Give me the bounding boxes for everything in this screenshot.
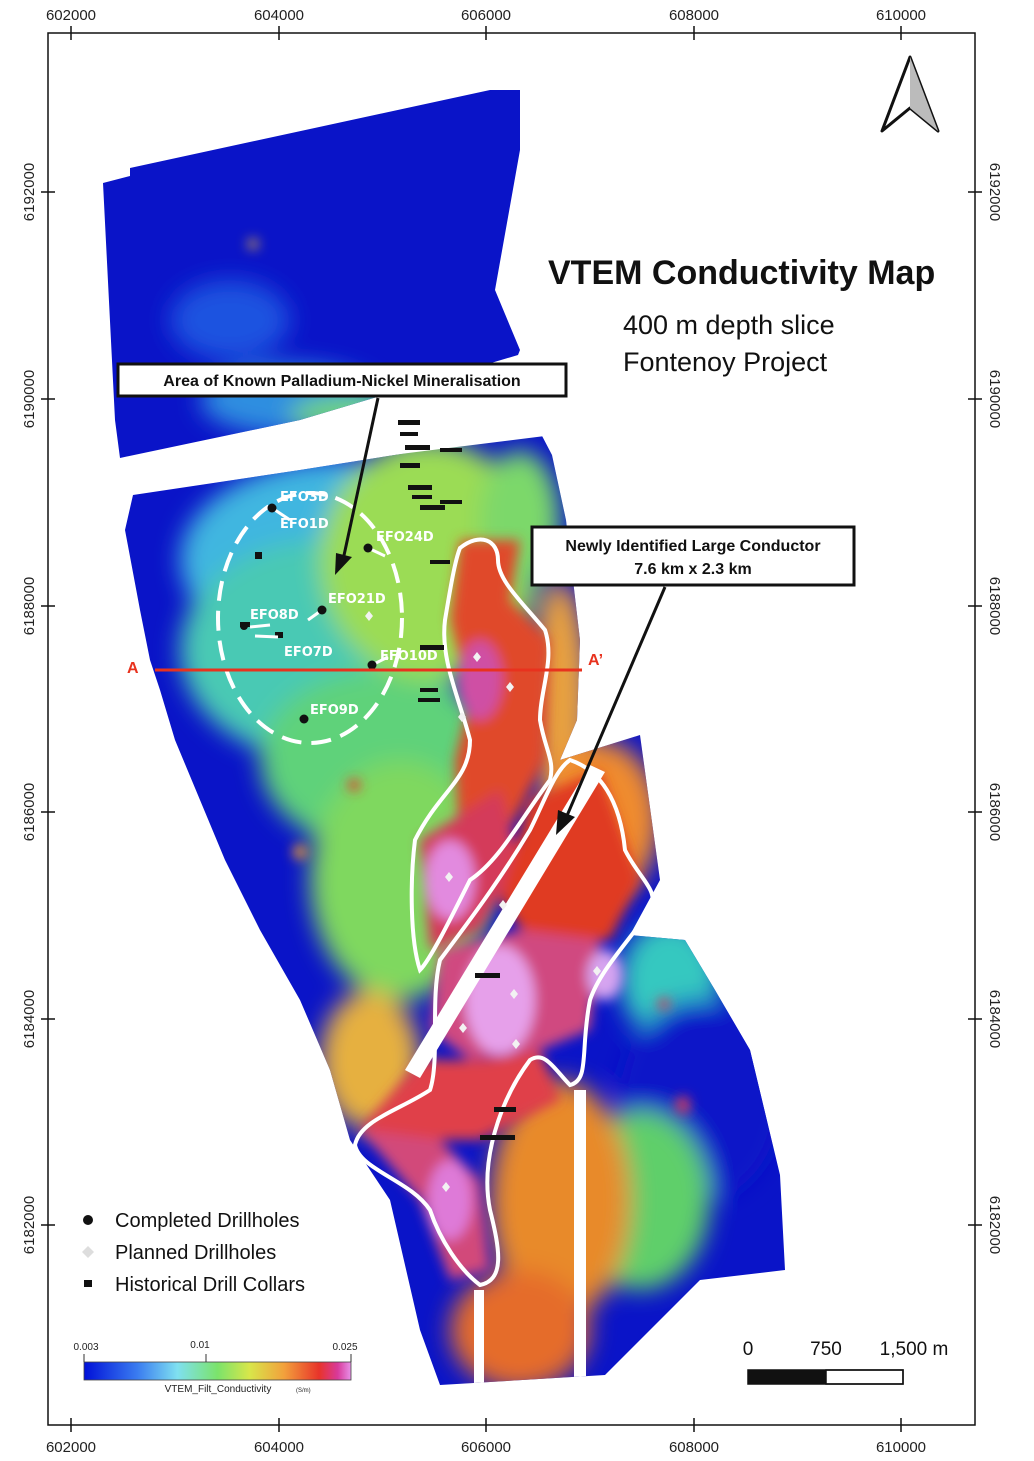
scale-end: 1,500 m <box>880 1339 949 1360</box>
map-title: VTEM Conductivity Map <box>548 254 935 292</box>
drillhole-label: EFO1D <box>280 517 329 532</box>
y-axis-left: 6192000 6190000 6188000 6186000 6184000 … <box>21 163 38 1254</box>
drillhole-labels: EFO3D EFO1D EFO24D EFO21D EFO8D EFO7D EF… <box>250 490 438 718</box>
north-arrow-icon <box>880 55 940 133</box>
drillhole-label: EFO3D <box>280 490 329 505</box>
planned-drillholes <box>365 611 601 1192</box>
drillhole-label: EFO21D <box>328 592 386 607</box>
drillhole-label: EFO24D <box>376 530 434 545</box>
section-start-label: A <box>127 660 139 677</box>
drillhole-label: EFO8D <box>250 608 299 623</box>
x-tick-label: 608000 <box>669 1439 719 1456</box>
x-tick-label: 610000 <box>876 1439 926 1456</box>
known-area-callout: Area of Known Palladium-Nickel Mineralis… <box>116 362 568 575</box>
y-tick-label: 6190000 <box>21 370 38 428</box>
x-tick-label: 610000 <box>876 7 926 24</box>
scale-bar: 0 750 1,500 m <box>743 1339 949 1385</box>
drillhole-label: EFO7D <box>284 645 333 660</box>
y-tick-label: 6182000 <box>21 1196 38 1254</box>
y-tick-label: 6186000 <box>986 783 1003 841</box>
planned-drillhole-symbol <box>82 1246 94 1258</box>
x-tick-label: 608000 <box>669 7 719 24</box>
new-conductor-callout: Newly Identified Large Conductor 7.6 km … <box>530 525 856 835</box>
y-tick-label: 6186000 <box>21 783 38 841</box>
x-tick-label: 606000 <box>461 1439 511 1456</box>
map-subtitle-project: Fontenoy Project <box>623 347 828 377</box>
historical-collar-symbol <box>84 1280 92 1287</box>
new-conductor-callout-line2: 7.6 km x 2.3 km <box>634 561 751 578</box>
tick-marks <box>41 26 982 1432</box>
legend: Completed Drillholes Planned Drillholes … <box>82 1210 305 1296</box>
colorbar-unit: (S/m) <box>296 1388 311 1394</box>
colorbar: 0.003 0.01 0.025 VTEM_Filt_Conductivity … <box>73 1340 357 1395</box>
y-tick-label: 6184000 <box>986 990 1003 1048</box>
drillhole-label: EFO9D <box>310 703 359 718</box>
colorbar-min: 0.003 <box>73 1342 98 1353</box>
y-tick-label: 6192000 <box>21 163 38 221</box>
y-tick-label: 6184000 <box>21 990 38 1048</box>
y-axis-right: 6192000 6190000 6188000 6186000 6184000 … <box>986 163 1003 1254</box>
map-subtitle-depth: 400 m depth slice <box>623 310 835 340</box>
x-tick-label: 604000 <box>254 1439 304 1456</box>
scale-zero: 0 <box>743 1339 754 1360</box>
section-end-label: A’ <box>588 652 603 669</box>
new-conductor-callout-line1: Newly Identified Large Conductor <box>565 538 820 555</box>
completed-drillhole-symbol <box>83 1215 93 1225</box>
drillhole-label: EFO10D <box>380 649 438 664</box>
known-area-callout-text: Area of Known Palladium-Nickel Mineralis… <box>163 373 520 390</box>
legend-planned: Planned Drillholes <box>115 1242 276 1264</box>
x-tick-label: 602000 <box>46 7 96 24</box>
y-tick-label: 6190000 <box>986 370 1003 428</box>
y-tick-label: 6188000 <box>21 577 38 635</box>
legend-historical: Historical Drill Collars <box>115 1274 305 1296</box>
colorbar-max: 0.025 <box>332 1342 357 1353</box>
known-area-outline <box>216 491 404 745</box>
y-tick-label: 6188000 <box>986 577 1003 635</box>
legend-completed: Completed Drillholes <box>115 1210 300 1232</box>
y-tick-label: 6182000 <box>986 1196 1003 1254</box>
y-tick-label: 6192000 <box>986 163 1003 221</box>
conductor-outline <box>352 537 655 1288</box>
colorbar-mid: 0.01 <box>190 1340 210 1351</box>
scale-mid: 750 <box>810 1339 842 1360</box>
x-tick-label: 602000 <box>46 1439 96 1456</box>
x-tick-label: 604000 <box>254 7 304 24</box>
x-axis-bottom: 602000 604000 606000 608000 610000 <box>46 1439 926 1456</box>
x-tick-label: 606000 <box>461 7 511 24</box>
colorbar-label: VTEM_Filt_Conductivity <box>165 1384 272 1395</box>
x-axis-top: 602000 604000 606000 608000 610000 <box>46 7 926 24</box>
completed-drillholes <box>240 503 377 724</box>
